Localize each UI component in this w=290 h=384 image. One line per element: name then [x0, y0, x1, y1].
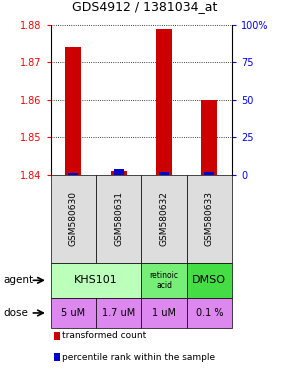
Text: 5 uM: 5 uM	[61, 308, 86, 318]
Text: 0.1 %: 0.1 %	[195, 308, 223, 318]
Text: GDS4912 / 1381034_at: GDS4912 / 1381034_at	[72, 0, 218, 13]
Text: KHS101: KHS101	[74, 275, 118, 285]
Bar	[142, 298, 187, 328]
Text: agent: agent	[3, 275, 33, 285]
Bar	[51, 298, 96, 328]
Text: percentile rank within the sample: percentile rank within the sample	[62, 353, 215, 362]
Text: 1.7 uM: 1.7 uM	[102, 308, 135, 318]
Bar	[114, 169, 124, 175]
Bar	[187, 263, 232, 298]
Bar	[142, 263, 187, 298]
Text: GSM580633: GSM580633	[205, 191, 214, 247]
Text: retinoic
acid: retinoic acid	[150, 271, 179, 290]
Bar	[159, 172, 169, 175]
Bar	[68, 173, 78, 175]
Bar	[187, 298, 232, 328]
Bar	[156, 29, 172, 175]
Bar	[96, 175, 142, 263]
Bar	[187, 175, 232, 263]
Text: 1 uM: 1 uM	[152, 308, 176, 318]
Text: GSM580632: GSM580632	[160, 192, 168, 246]
Text: DMSO: DMSO	[192, 275, 226, 285]
Text: GSM580630: GSM580630	[69, 191, 78, 247]
Bar	[202, 100, 217, 175]
Bar	[51, 175, 96, 263]
Text: dose: dose	[3, 308, 28, 318]
Bar	[51, 263, 142, 298]
Bar	[142, 175, 187, 263]
Text: transformed count: transformed count	[62, 331, 147, 341]
Bar	[66, 48, 81, 175]
Text: GSM580631: GSM580631	[114, 191, 123, 247]
Bar	[204, 172, 214, 175]
Bar	[111, 171, 127, 175]
Bar	[96, 298, 142, 328]
